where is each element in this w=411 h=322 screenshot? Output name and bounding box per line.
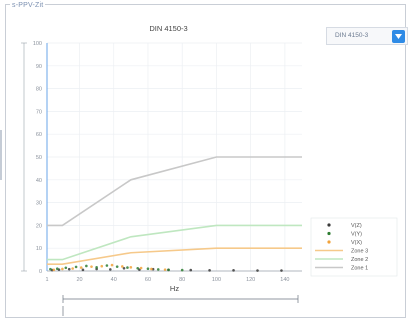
x-tick-label: 80 [179, 277, 185, 283]
point-v-y [115, 265, 119, 268]
y-tick-label: 30 [36, 201, 42, 207]
y-tick-label: 60 [36, 132, 42, 138]
point-v-y [85, 264, 88, 268]
point-v-z [189, 268, 193, 272]
x-tick-label: 140 [280, 277, 289, 283]
chart-title: DIN 4150-3 [149, 24, 187, 33]
y-tick-label: 0 [39, 269, 42, 275]
point-v-x [150, 267, 153, 271]
y-tick-label: 100 [33, 41, 42, 47]
x-tick-label: 60 [145, 277, 151, 283]
point-v-z [280, 269, 283, 272]
point-v-y [105, 264, 109, 267]
point-v-x [121, 265, 124, 268]
legend-marker-v-z [327, 223, 331, 227]
point-v-z [232, 269, 235, 272]
point-v-x [110, 263, 114, 267]
point-v-z [81, 268, 85, 272]
point-v-y [180, 268, 184, 272]
point-v-x [90, 265, 93, 268]
legend-box [310, 217, 398, 277]
point-v-z [208, 269, 211, 272]
point-v-x [52, 268, 56, 272]
point-v-z [109, 268, 112, 271]
legend-label-v-y: V(Y) [351, 232, 362, 238]
y-tick-label: 70 [36, 109, 42, 115]
point-v-y [156, 268, 160, 271]
y-tick-label: 80 [36, 87, 42, 93]
y-tick-label: 20 [36, 223, 42, 229]
point-v-x [139, 266, 143, 270]
legend-label-v-x: V(X) [351, 240, 362, 246]
point-v-y [64, 266, 68, 270]
point-v-x [129, 266, 133, 269]
point-v-x [71, 267, 74, 270]
legend-label-zone-2: Zone 2 [351, 257, 368, 263]
point-v-z [122, 266, 126, 270]
chart-panel: s-PPV-Zit DIN 4150-3 [5, 2, 408, 318]
point-v-y [136, 266, 140, 270]
point-v-x [163, 268, 167, 271]
x-tick-label: 20 [76, 277, 82, 283]
series-line-zone-1 [47, 156, 302, 227]
point-v-y [146, 267, 150, 271]
point-v-y [167, 268, 170, 272]
point-v-x [100, 264, 104, 268]
y-tick-label: 90 [36, 64, 42, 70]
left-edge-divider [0, 130, 2, 180]
x-axis-label: Hz [170, 284, 179, 293]
point-v-x [79, 266, 83, 269]
point-v-y [55, 267, 59, 271]
x-tick-label: 1 [45, 277, 48, 283]
chevron-down-icon[interactable] [392, 30, 405, 43]
x-tick-label: 100 [212, 277, 221, 283]
point-v-y [126, 266, 129, 269]
x-tick-label: 40 [111, 277, 117, 283]
point-v-y [74, 265, 78, 269]
point-v-y [49, 267, 52, 271]
x-tick-label: 120 [246, 277, 255, 283]
standard-select-value: DIN 4150-3 [335, 32, 369, 39]
series-line-zone-2 [47, 224, 302, 261]
panel-title: s-PPV-Zit [10, 2, 46, 9]
point-v-z [256, 269, 259, 272]
point-v-y [95, 266, 98, 269]
y-tick-label: 10 [36, 246, 42, 252]
point-v-x [61, 267, 64, 271]
legend-marker-v-y [327, 231, 331, 236]
legend-label-zone-1: Zone 1 [351, 266, 368, 272]
point-v-z [67, 267, 71, 271]
legend-marker-v-x [327, 240, 331, 244]
y-tick-label: 50 [36, 155, 42, 161]
legend-label-v-z: V(Z) [351, 223, 362, 229]
y-tick-label: 40 [36, 178, 42, 184]
standard-select[interactable]: DIN 4150-3 [326, 27, 408, 45]
series-line-zone-3 [47, 247, 302, 265]
legend-label-zone-3: Zone 3 [351, 249, 368, 255]
